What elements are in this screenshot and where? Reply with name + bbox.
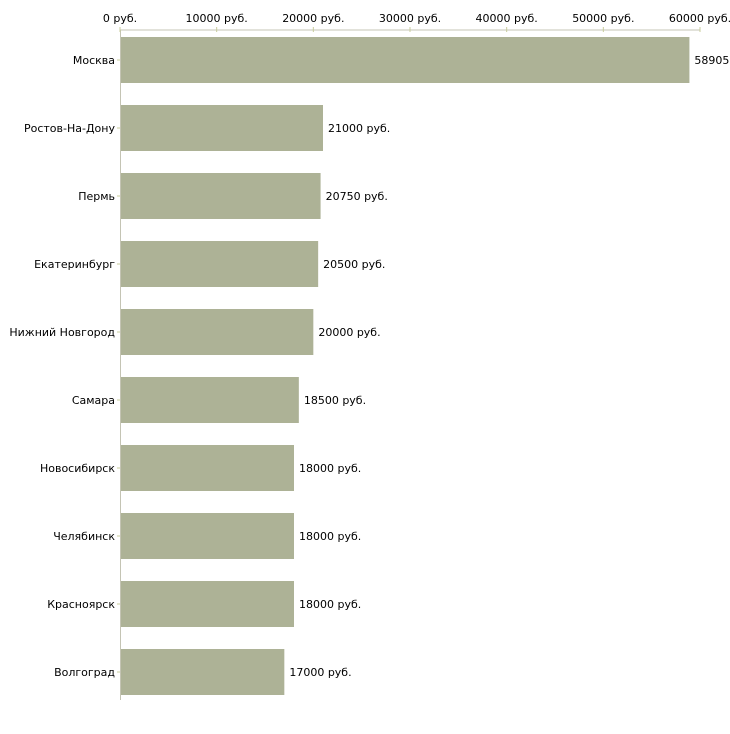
x-tick-label: 40000 руб.: [476, 12, 538, 25]
category-label: Екатеринбург: [34, 258, 115, 271]
x-tick-label: 0 руб.: [103, 12, 137, 25]
category-label: Красноярск: [47, 598, 115, 611]
bar: [121, 173, 321, 219]
value-label: 18000 руб.: [299, 462, 361, 475]
bar: [121, 445, 294, 491]
value-label: 18000 руб.: [299, 530, 361, 543]
value-label: 20750 руб.: [326, 190, 388, 203]
x-tick-label: 10000 руб.: [186, 12, 248, 25]
category-label: Волгоград: [54, 666, 115, 679]
category-label: Челябинск: [53, 530, 115, 543]
x-tick-label: 60000 руб.: [669, 12, 730, 25]
value-label: 18500 руб.: [304, 394, 366, 407]
category-label: Новосибирск: [40, 462, 115, 475]
category-label: Ростов-На-Дону: [24, 122, 115, 135]
bar: [121, 309, 314, 355]
category-label: Москва: [73, 54, 115, 67]
x-tick-label: 20000 руб.: [282, 12, 344, 25]
bar: [121, 581, 294, 627]
value-label: 21000 руб.: [328, 122, 390, 135]
bar: [121, 105, 323, 151]
value-label: 20500 руб.: [323, 258, 385, 271]
value-label: 20000 руб.: [318, 326, 380, 339]
bar: [121, 377, 299, 423]
bar: [121, 513, 294, 559]
category-label: Самара: [72, 394, 115, 407]
bar: [121, 241, 319, 287]
bar: [121, 649, 285, 695]
category-label: Нижний Новгород: [9, 326, 115, 339]
value-label: 18000 руб.: [299, 598, 361, 611]
x-tick-label: 30000 руб.: [379, 12, 441, 25]
value-label: 58905: [694, 54, 729, 67]
value-label: 17000 руб.: [289, 666, 351, 679]
category-label: Пермь: [78, 190, 115, 203]
x-tick-label: 50000 руб.: [572, 12, 634, 25]
bar: [121, 37, 690, 83]
